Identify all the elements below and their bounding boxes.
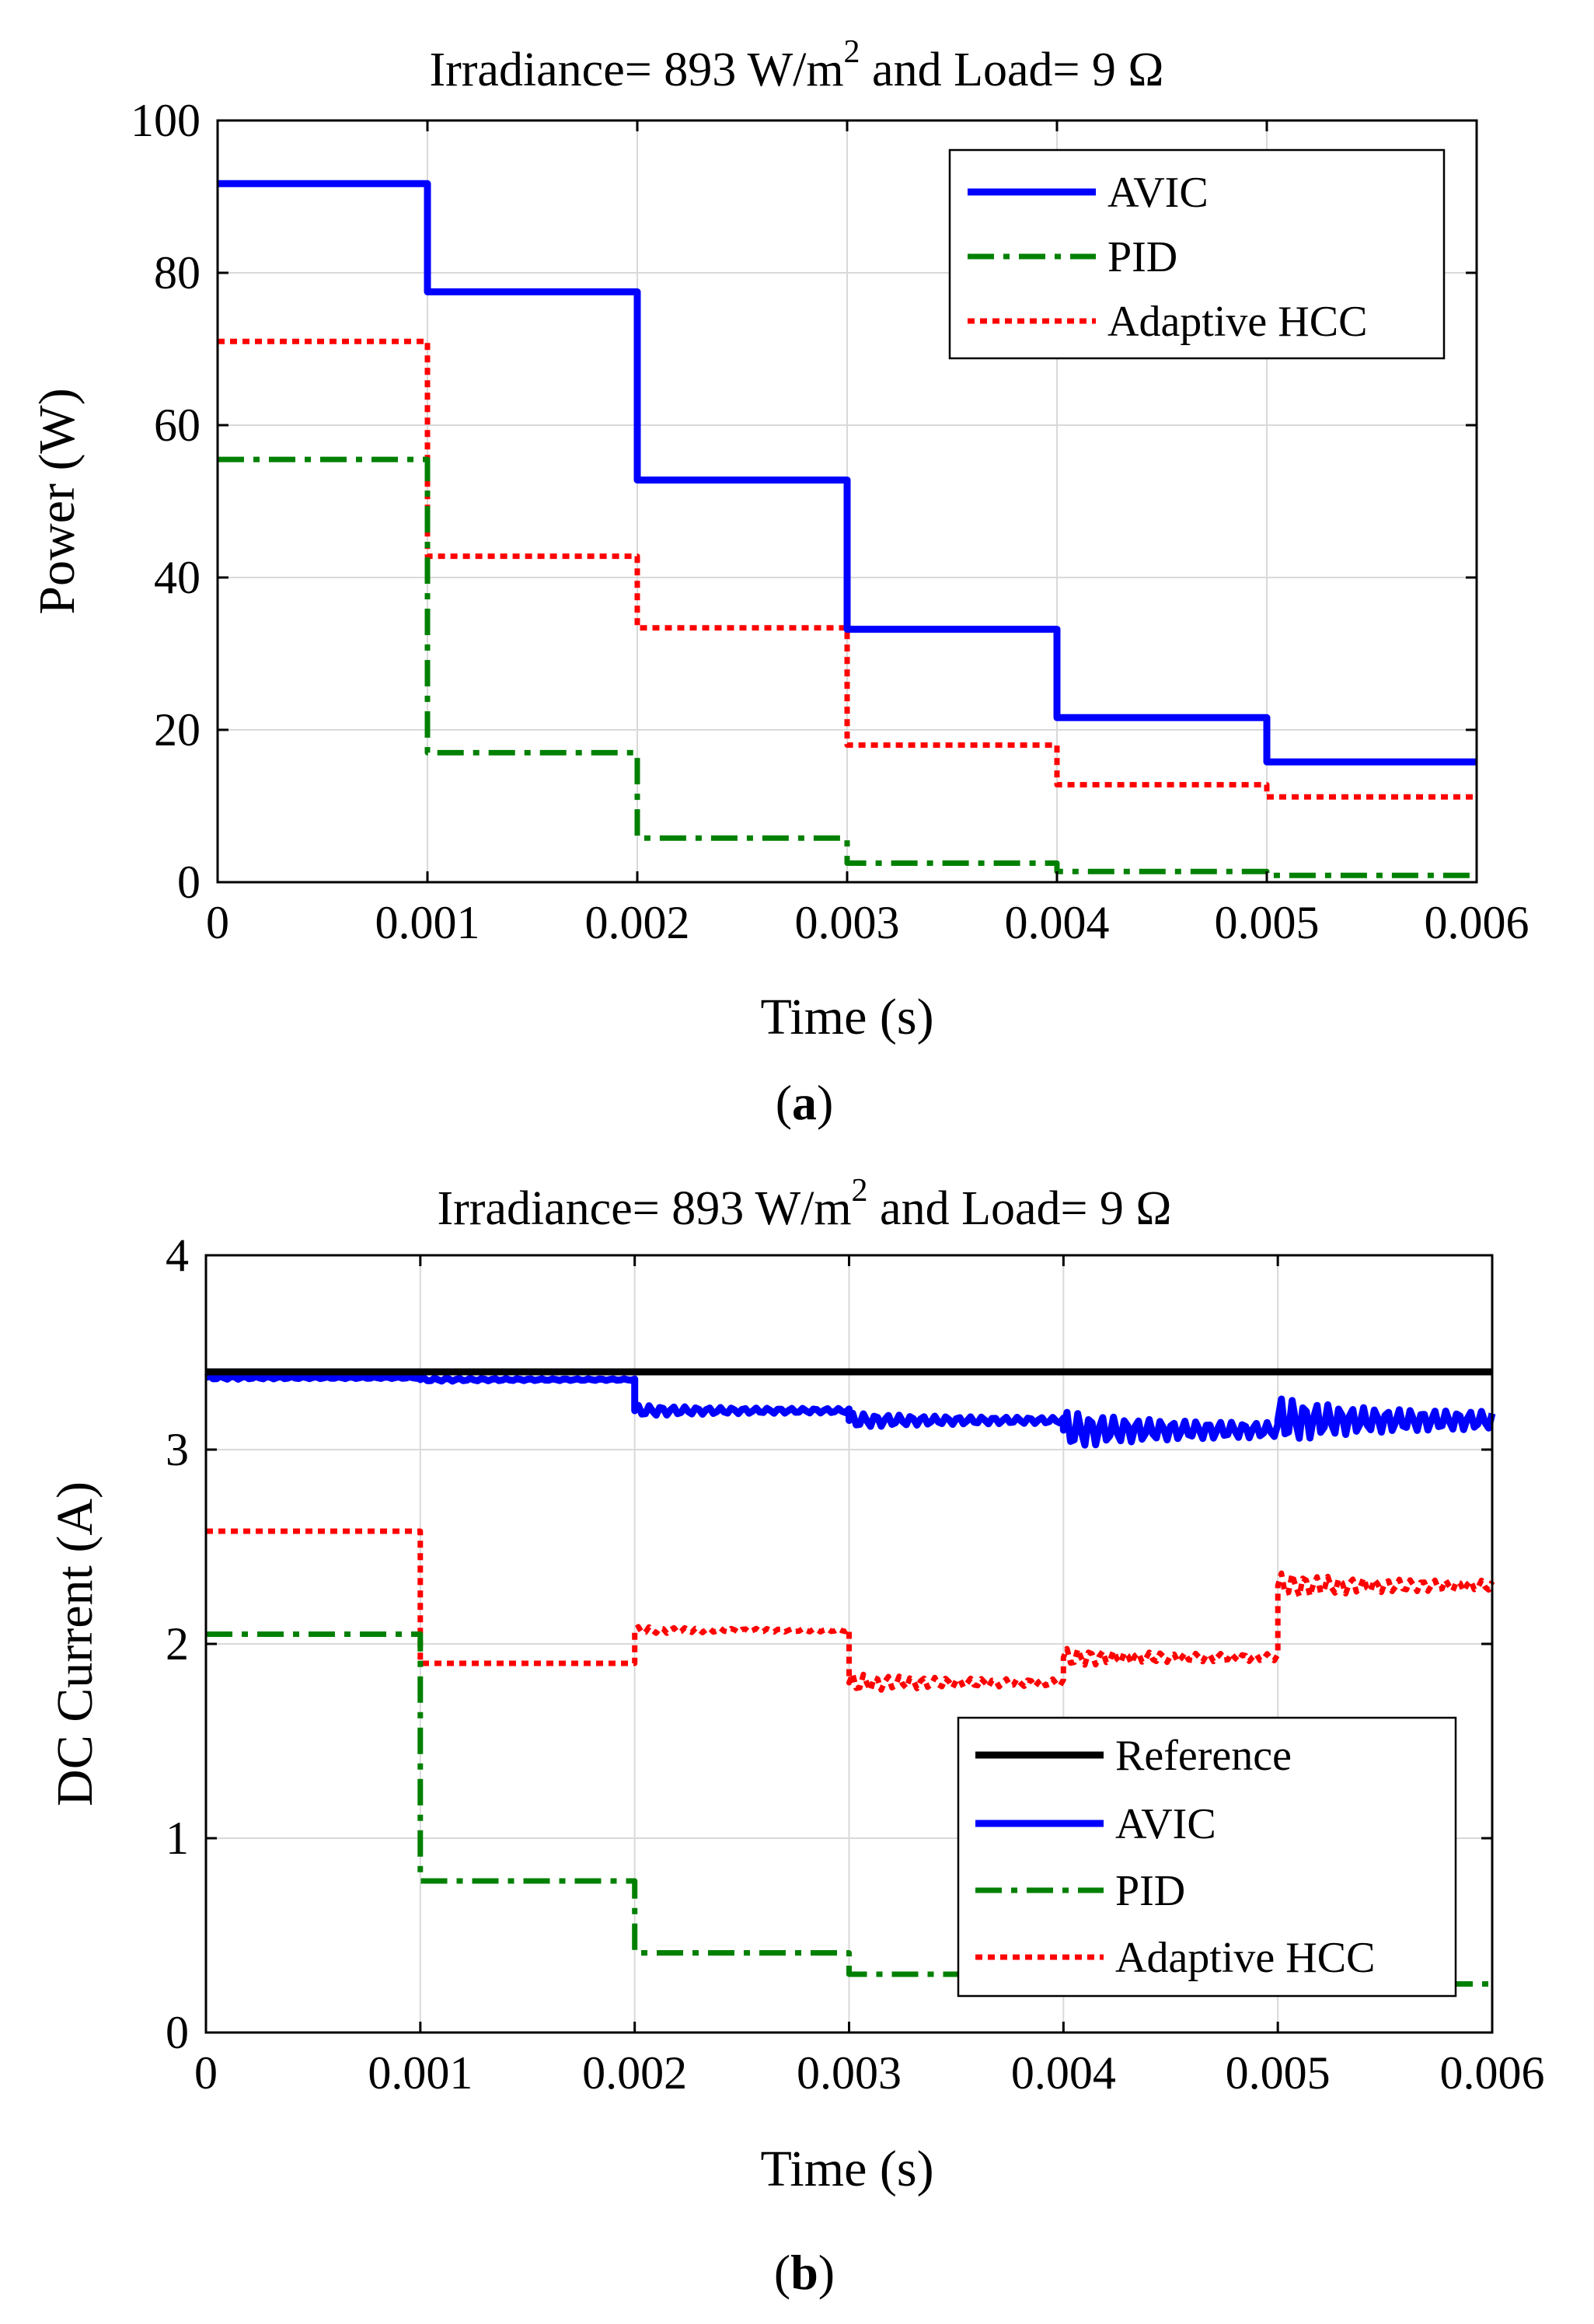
chart-b-x-tick-label: 0.001 — [368, 2047, 473, 2099]
chart-a-x-tick-label: 0.005 — [1215, 897, 1320, 948]
chart-a-y-ticks: 0 20 40 60 80 100 — [131, 95, 1477, 908]
chart-b-x-tick-label: 0.003 — [797, 2047, 902, 2099]
chart-a-x-ticks: 0 0.001 0.002 0.003 0.004 0.005 0.006 — [206, 120, 1529, 948]
chart-a-y-tick-label: 80 — [154, 247, 201, 298]
chart-a-y-tick-label: 100 — [131, 95, 201, 146]
chart-b-legend-label-adaptive-hcc: Adaptive HCC — [1115, 1934, 1375, 1982]
chart-b-y-tick-label: 1 — [166, 1813, 189, 1864]
chart-b-series-adaptive-hcc — [206, 1528, 1495, 1694]
chart-b-dc-current: Irradiance= 893 W/m2 and Load= 9 Ω 0 0.00… — [47, 1173, 1545, 2300]
chart-a-legend: AVIC PID Adaptive HCC — [948, 148, 1446, 360]
chart-b-series-pid — [206, 1631, 1492, 1987]
chart-a-x-axis-label: Time (s) — [760, 989, 933, 1045]
chart-a-power: Irradiance= 893 W/m2 and Load= 9 Ω 0 0.00… — [29, 34, 1529, 1130]
chart-b-y-ticks: 0 1 2 3 4 — [166, 1230, 1492, 2058]
chart-b-series — [204, 1368, 1496, 1987]
chart-a-legend-label-adaptive-hcc: Adaptive HCC — [1107, 298, 1367, 346]
chart-b-y-tick-label: 0 — [166, 2007, 189, 2058]
chart-a-y-tick-label: 40 — [154, 552, 201, 603]
chart-a-title: Irradiance= 893 W/m2 and Load= 9 Ω — [429, 34, 1163, 96]
chart-b-x-axis-label: Time (s) — [760, 2141, 933, 2197]
chart-b-x-tick-label: 0.005 — [1226, 2047, 1331, 2099]
chart-b-y-tick-label: 2 — [166, 1618, 189, 1670]
chart-a-x-tick-label: 0.001 — [375, 897, 480, 948]
chart-a-x-tick-label: 0.003 — [795, 897, 900, 948]
chart-b-y-tick-label: 4 — [166, 1230, 189, 1281]
chart-a-x-tick-label: 0.002 — [585, 897, 690, 948]
chart-b-x-tick-label: 0.002 — [582, 2047, 687, 2099]
chart-b-legend-label-reference: Reference — [1115, 1732, 1292, 1780]
chart-a-series-avic — [218, 180, 1477, 766]
chart-a-x-tick-label: 0.006 — [1425, 897, 1529, 948]
chart-b-x-tick-label: 0 — [194, 2047, 218, 2099]
chart-b-series-avic — [204, 1372, 1496, 1449]
chart-b-x-tick-label: 0.004 — [1011, 2047, 1116, 2099]
chart-a-caption: (a) — [776, 1075, 834, 1130]
chart-b-x-tick-label: 0.006 — [1440, 2047, 1545, 2099]
chart-b-caption: (b) — [774, 2245, 835, 2300]
chart-b-y-tick-label: 3 — [166, 1424, 189, 1475]
chart-b-x-ticks: 0 0.001 0.002 0.003 0.004 0.005 0.006 — [194, 1255, 1545, 2099]
chart-b-title: Irradiance= 893 W/m2 and Load= 9 Ω — [437, 1173, 1171, 1235]
chart-a-y-axis-label: Power (W) — [29, 388, 85, 614]
chart-a-x-tick-label: 0.004 — [1005, 897, 1110, 948]
chart-a-y-tick-label: 60 — [154, 400, 201, 451]
chart-b-y-axis-label: DC Current (A) — [47, 1481, 103, 1806]
chart-a-legend-label-pid: PID — [1107, 233, 1177, 281]
chart-b-legend-box — [957, 1716, 1457, 1998]
chart-a-y-tick-label: 0 — [177, 857, 201, 908]
chart-a-y-tick-label: 20 — [154, 704, 201, 755]
chart-a-x-tick-label: 0 — [206, 897, 229, 948]
chart-b-legend-label-avic: AVIC — [1115, 1800, 1216, 1848]
chart-a-legend-label-avic: AVIC — [1107, 169, 1209, 217]
chart-b-legend: Reference AVIC PID Adaptive HCC — [957, 1716, 1457, 1998]
chart-b-legend-label-pid: PID — [1115, 1867, 1185, 1915]
